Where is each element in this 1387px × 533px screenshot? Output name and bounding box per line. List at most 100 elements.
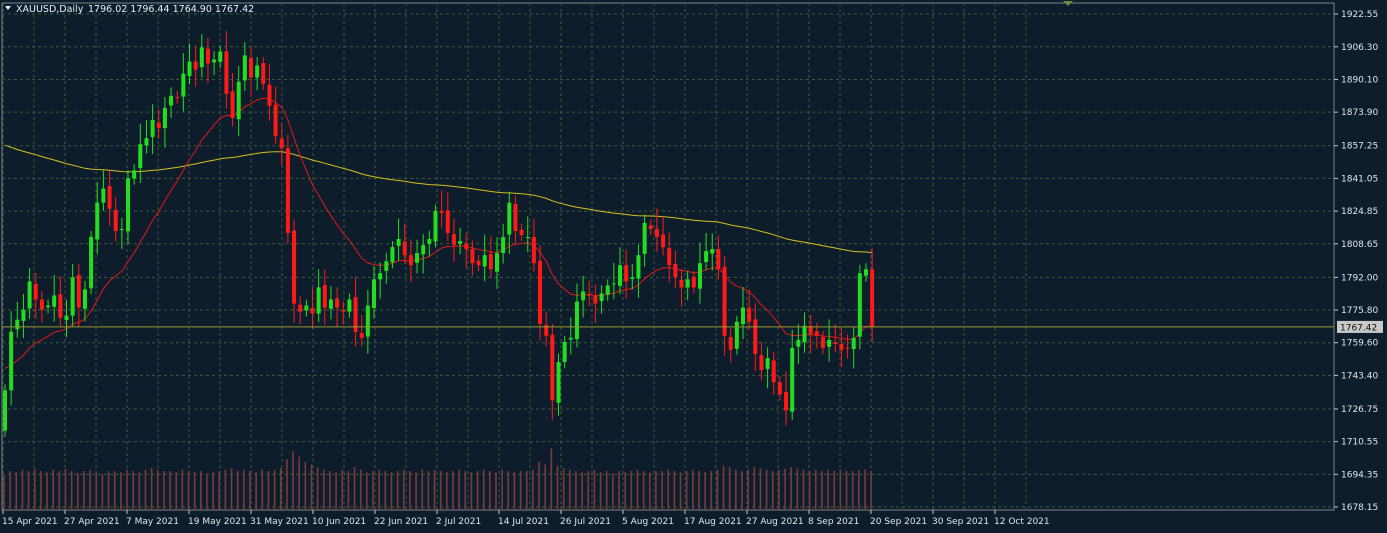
candle-body — [162, 107, 167, 129]
candle-body — [76, 274, 81, 308]
symbol-title: XAUUSD,Daily — [16, 4, 84, 15]
candle-body — [310, 308, 315, 314]
candle-body — [316, 287, 321, 314]
candle-body — [285, 148, 290, 233]
candle-body — [372, 279, 376, 309]
candle-body — [556, 362, 561, 403]
candle-body — [679, 279, 684, 288]
candle-body — [52, 295, 57, 307]
y-tick-label: 1808.65 — [1341, 240, 1378, 250]
candle-body — [70, 277, 75, 316]
candle-body — [199, 47, 204, 68]
x-tick-label: 27 Aug 2021 — [746, 517, 804, 527]
candle-body — [193, 61, 198, 70]
candle-body — [359, 333, 364, 338]
candle-body — [101, 188, 106, 203]
candle-body — [205, 48, 210, 64]
candle-body — [365, 305, 370, 337]
candle-body — [513, 203, 518, 231]
candle-body — [33, 283, 38, 300]
y-tick-label: 1759.60 — [1341, 339, 1378, 349]
y-tick-label: 1873.90 — [1341, 108, 1378, 118]
candle-body — [95, 202, 100, 240]
candle-body — [113, 209, 118, 231]
candle-body — [716, 249, 721, 270]
candle-body — [445, 210, 450, 233]
y-tick-label: 1890.10 — [1341, 75, 1378, 85]
candle-body — [618, 265, 622, 286]
x-tick-label: 19 May 2021 — [188, 517, 247, 527]
axes: 1922.55 1906.30 1890.10 1873.90 1857.25 1841.… — [2, 10, 1383, 527]
y-tick-label: 1726.75 — [1341, 405, 1378, 415]
candle-body — [292, 230, 297, 304]
candle-body — [476, 260, 481, 266]
x-tick-label: 5 Aug 2021 — [622, 517, 674, 527]
x-tick-label: 15 Apr 2021 — [2, 517, 58, 527]
candle-body — [827, 339, 832, 347]
candle-body — [531, 236, 536, 264]
candle-body — [796, 339, 801, 347]
candle-body — [599, 293, 604, 302]
candle-body — [89, 236, 94, 289]
y-tick-label: 1775.80 — [1341, 306, 1378, 316]
candle-body — [3, 390, 7, 431]
candle-body — [396, 239, 401, 246]
candle-body — [728, 337, 733, 350]
candle-body — [519, 229, 524, 235]
candle-body — [593, 295, 598, 304]
last-price-tag: 1767.42 — [1337, 320, 1383, 333]
ma-fast-line — [4, 97, 873, 369]
candle-body — [611, 283, 616, 285]
candle-body — [261, 63, 266, 84]
candle-body — [224, 51, 229, 94]
candle-body — [421, 245, 426, 255]
chart-header: XAUUSD,Daily 1796.02 1796.44 1764.90 176… — [5, 4, 254, 15]
candle-body — [495, 253, 499, 272]
price-tag-box — [1337, 320, 1383, 333]
candle-body — [39, 299, 44, 310]
candle-body — [328, 299, 333, 309]
candle-body — [408, 255, 413, 266]
x-tick-label: 8 Sep 2021 — [808, 517, 859, 527]
candle-body — [107, 186, 112, 209]
candle-body — [704, 251, 709, 263]
candle-body — [156, 122, 161, 129]
candle-body — [544, 324, 549, 336]
candle-body — [427, 239, 432, 244]
y-tick-label: 1857.25 — [1341, 142, 1378, 152]
candle-body — [765, 358, 770, 369]
candle-body — [9, 331, 14, 391]
dropdown-triangle-icon[interactable] — [5, 6, 11, 10]
candle-body — [568, 337, 573, 340]
candle-body — [820, 337, 825, 348]
candle-body — [304, 305, 309, 311]
candle-body — [839, 343, 844, 350]
candle-body — [236, 81, 241, 120]
moving-averages — [4, 97, 873, 369]
candle-body — [507, 202, 512, 235]
candle-body — [347, 299, 352, 312]
candle-body — [144, 138, 149, 146]
candle-body — [790, 347, 795, 412]
candle-body — [814, 331, 819, 336]
x-tick-label: 26 Jul 2021 — [560, 517, 611, 527]
candle-body — [605, 285, 610, 295]
candle-body — [230, 91, 235, 118]
candle-body — [661, 234, 666, 248]
candle-body — [501, 236, 506, 254]
candles — [3, 30, 875, 437]
x-tick-label: 7 May 2021 — [126, 517, 179, 527]
candle-body — [550, 334, 555, 401]
candle-body — [138, 144, 143, 169]
y-tick-label: 1824.85 — [1341, 207, 1378, 217]
ma-slow-line — [4, 144, 873, 254]
candle-body — [808, 325, 813, 334]
y-tick-label: 1841.05 — [1341, 174, 1378, 184]
candle-body — [439, 210, 444, 213]
x-tick-label: 17 Aug 2021 — [684, 517, 742, 527]
shift-marker-icon[interactable] — [1063, 1, 1073, 6]
candle-body — [255, 65, 260, 78]
candle-body — [458, 241, 463, 244]
